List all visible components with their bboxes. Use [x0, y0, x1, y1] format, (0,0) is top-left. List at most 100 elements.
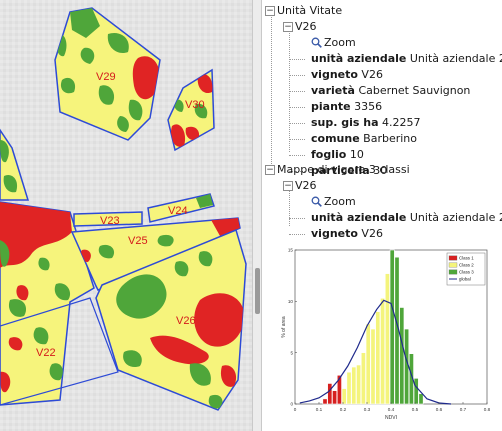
tree-connector [289, 91, 305, 92]
splitter-grip[interactable] [255, 268, 260, 314]
node-label: Unità Vitate [277, 4, 343, 17]
y-axis-label: % of area [281, 316, 287, 338]
histogram-bar [327, 383, 333, 405]
legend-label: Class 2 [459, 263, 474, 268]
tree-connector [289, 218, 305, 219]
histogram-bar [360, 352, 366, 405]
parcel-v29[interactable]: V29 [54, 7, 161, 141]
field-value: 3356 [354, 100, 383, 113]
x-tick-label: 0 [294, 407, 297, 412]
magnifier-icon [311, 196, 322, 207]
field-value: Unità aziendale 2 [409, 52, 502, 65]
tree-field-row: unità aziendale Unità aziendale 2 [289, 51, 502, 67]
x-tick-label: 0.1 [316, 407, 323, 412]
tree-field-row: comune Barberino [289, 131, 418, 147]
histogram-bar [346, 371, 352, 405]
parcel-v22[interactable] [0, 201, 95, 406]
field-value: V26 [361, 227, 383, 240]
parcel-lower-left[interactable] [0, 297, 119, 406]
field-key: particella [311, 164, 370, 177]
zoom-label: Zoom [324, 36, 356, 49]
node-label: V26 [295, 20, 317, 33]
vineyard-map[interactable]: V29 V30 [0, 0, 252, 431]
x-tick-label: 0.6 [436, 407, 443, 412]
zoom-link[interactable]: Zoom [311, 194, 356, 210]
legend-label: Class 1 [459, 256, 474, 261]
map-canvas[interactable]: V29 V30 [0, 0, 252, 431]
parcel-label-v25: V25 [128, 235, 148, 247]
histogram-bar [322, 398, 328, 405]
field-key: vigneto [311, 68, 358, 81]
collapse-toggle[interactable]: − [283, 22, 293, 32]
legend-label: Class 3 [459, 270, 474, 275]
legend-label: global [459, 277, 471, 282]
field-key: comune [311, 132, 360, 145]
field-value: 30 [373, 164, 388, 177]
histogram-bar [341, 388, 347, 405]
parcel-label-v26: V26 [176, 315, 196, 327]
tree-field-row: particella 30 [289, 163, 388, 179]
field-value: Unità aziendale 2 [409, 211, 502, 224]
tree-connector [289, 139, 305, 140]
collapse-toggle[interactable]: − [265, 165, 275, 175]
tree-connector [289, 234, 305, 235]
zoom-label: Zoom [324, 195, 356, 208]
histogram-bar [418, 393, 424, 405]
histogram-bar [351, 366, 357, 405]
collapse-toggle[interactable]: − [265, 6, 275, 16]
histogram-bar [413, 378, 419, 405]
tree-field-row: vigneto V26 [289, 67, 383, 83]
zoom-link[interactable]: Zoom [311, 35, 356, 51]
tree-connector [271, 14, 272, 174]
tree-field-row: sup. gis ha 4.2257 [289, 115, 421, 131]
panel-splitter[interactable] [252, 0, 262, 431]
parcel-v26[interactable]: V26 [95, 228, 247, 411]
tree-field-row: vigneto V26 [289, 226, 383, 242]
histogram-bar [356, 364, 362, 405]
ndvi-histogram: 0 0.1 0.2 0.3 0.4 0.5 0.6 0.7 0.8 0 5 10 15 NDVI % of … [281, 248, 491, 421]
field-key: piante [311, 100, 351, 113]
parcel-v24[interactable]: V24 [147, 193, 215, 223]
histogram-bar [384, 273, 390, 405]
y-tick-label: 0 [290, 402, 293, 407]
parcel-label-v24: V24 [168, 205, 188, 217]
tree-field-row: unità aziendale Unità aziendale 2 [289, 210, 502, 226]
collapse-toggle[interactable]: − [283, 181, 293, 191]
x-tick-label: 0.2 [340, 407, 347, 412]
field-value: Barberino [363, 132, 418, 145]
field-key: sup. gis ha [311, 116, 379, 129]
tree-connector [289, 190, 290, 226]
parcel-label-v30: V30 [185, 99, 205, 111]
field-key: foglio [311, 148, 347, 161]
tree-connector [289, 75, 305, 76]
histogram-bar [370, 328, 376, 405]
node-label: V26 [295, 179, 317, 192]
histogram-bar [389, 249, 395, 405]
field-key: unità aziendale [311, 52, 407, 65]
legend-swatch [448, 255, 458, 261]
y-tick-label: 5 [290, 350, 293, 355]
x-tick-label: 0.7 [460, 407, 467, 412]
field-value: 4.2257 [382, 116, 421, 129]
histogram-bar [399, 307, 405, 405]
histogram-bar [365, 323, 371, 405]
tree-connector [289, 123, 305, 124]
magnifier-icon [311, 37, 322, 48]
y-tick-label: 15 [288, 248, 294, 253]
parcel-v23[interactable]: V23 [73, 211, 143, 227]
y-tick-label: 10 [288, 299, 294, 304]
parcel-label-v29: V29 [96, 71, 116, 83]
parcel-v30[interactable]: V30 [167, 68, 215, 152]
tree-field-row: foglio 10 [289, 147, 364, 163]
parcel-left-strip[interactable] [0, 128, 30, 201]
field-value: V26 [361, 68, 383, 81]
field-value: Cabernet Sauvignon [358, 84, 471, 97]
parcel-label-v22: V22 [36, 347, 56, 359]
tree-connector [289, 155, 305, 156]
tree-field-row: piante 3356 [289, 99, 383, 115]
histogram-bar [332, 390, 338, 405]
legend-swatch [448, 262, 458, 268]
parcel-v25[interactable]: V25 [70, 217, 241, 291]
tree-field-row: varietà Cabernet Sauvignon [289, 83, 471, 99]
histogram-bar [375, 311, 381, 405]
